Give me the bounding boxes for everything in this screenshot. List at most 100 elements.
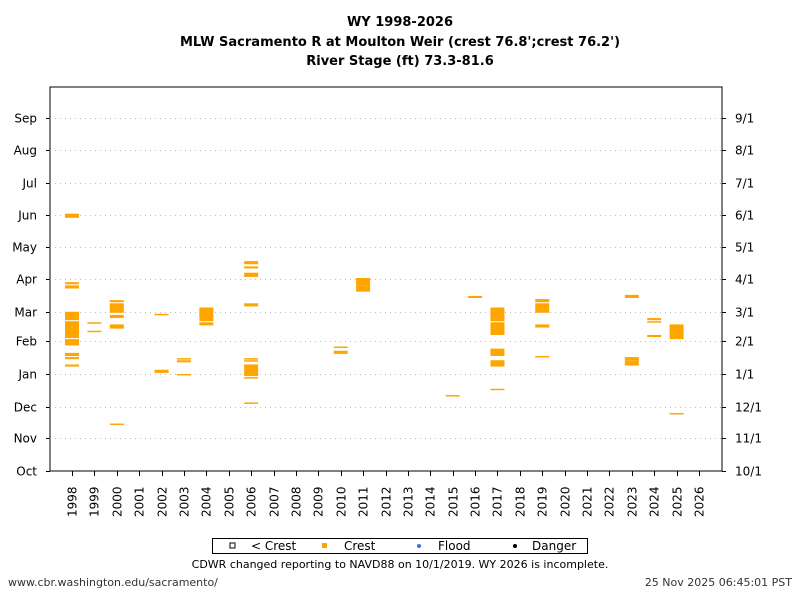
legend-label-danger: Danger: [532, 539, 577, 553]
crest-bar: [87, 322, 102, 324]
x-tick-label: 2001: [133, 486, 147, 517]
y-tick-label-right: 12/1: [735, 401, 762, 415]
y-tick-label-right: 8/1: [735, 144, 754, 158]
crest-bar: [65, 357, 79, 360]
x-tick-label: 2014: [424, 486, 438, 517]
y-tick-label-left: Dec: [14, 401, 37, 415]
y-tick-label-left: Mar: [14, 306, 37, 320]
legend-label-below-crest: < Crest: [251, 539, 297, 553]
y-tick-label-right: 2/1: [735, 335, 754, 349]
y-tick-label-left: Jul: [22, 177, 37, 191]
crest-bar: [244, 358, 259, 360]
y-tick-label-right: 7/1: [735, 177, 754, 191]
crest-bar: [468, 295, 483, 299]
crest-bar: [244, 364, 259, 377]
x-tick-label: 2010: [335, 486, 349, 517]
crest-bar: [669, 324, 684, 340]
x-tick-label: 2007: [268, 486, 282, 517]
x-tick-label: 2011: [357, 486, 371, 517]
source-link[interactable]: www.cbr.washington.edu/sacramento/: [8, 576, 218, 589]
x-tick-label: 2026: [693, 486, 707, 517]
crest-bar: [244, 402, 259, 404]
crest-bar: [647, 321, 662, 323]
x-tick-label: 2005: [223, 486, 237, 517]
crest-bar: [199, 322, 214, 326]
x-tick-label: 2016: [469, 486, 483, 517]
crest-bar: [535, 324, 550, 328]
x-tick-label: 2002: [156, 486, 170, 517]
chart-title-line3: River Stage (ft) 73.3-81.6: [306, 54, 494, 69]
y-tick-label-left: Feb: [16, 335, 37, 349]
crest-bar: [490, 360, 505, 367]
y-tick-label-left: May: [12, 241, 37, 255]
legend: < Crest Crest Flood Danger: [212, 538, 588, 554]
y-tick-label-right: 11/1: [735, 432, 762, 446]
crest-bar: [624, 360, 639, 366]
y-tick-label-right: 3/1: [735, 306, 754, 320]
crest-bar: [624, 294, 639, 299]
crest-bar: [65, 321, 79, 339]
crest-bar: [65, 311, 79, 321]
crest-bar: [333, 346, 348, 349]
x-tick-label: 1999: [88, 486, 102, 517]
x-tick-label: 2017: [491, 486, 505, 517]
crest-bar: [647, 318, 662, 321]
crest-bar: [176, 373, 191, 376]
y-tick-label-left: Apr: [16, 273, 37, 287]
crest-bar: [356, 277, 371, 286]
crest-bar: [356, 285, 371, 292]
x-tick-label: 2022: [603, 486, 617, 517]
y-tick-label-left: Aug: [14, 144, 37, 158]
x-tick-label: 2000: [111, 486, 125, 517]
crest-bar: [490, 322, 505, 335]
crest-bar: [109, 324, 124, 329]
timestamp: 25 Nov 2025 06:45:01 PST: [644, 576, 792, 589]
crest-bar: [535, 356, 550, 358]
y-tick-label-left: Jan: [18, 368, 38, 382]
x-tick-label: 2025: [671, 486, 685, 517]
x-tick-label: 2020: [559, 486, 573, 517]
chart-title-line2: MLW Sacramento R at Moulton Weir (crest …: [179, 35, 621, 50]
crest-bar: [244, 272, 259, 277]
x-tick-label: 2018: [514, 486, 528, 517]
crest-bar: [624, 357, 639, 361]
crest-bar: [669, 412, 684, 415]
crest-bar: [535, 303, 550, 313]
crest-bar: [647, 334, 662, 338]
y-tick-label-right: 4/1: [735, 273, 754, 287]
crest-bar: [199, 307, 214, 322]
y-tick-label-left: Jun: [17, 209, 37, 223]
crest-bar: [65, 213, 79, 218]
crest-bar: [109, 303, 124, 313]
crest-bar: [490, 348, 505, 357]
crest-bar: [65, 339, 79, 346]
x-tick-label: 2013: [402, 486, 416, 517]
crest-bar: [445, 395, 460, 397]
crest-bar: [65, 364, 79, 367]
y-tick-label-right: 9/1: [735, 112, 754, 126]
crest-bar: [109, 314, 124, 319]
crest-bar: [244, 303, 259, 307]
crest-bar: [109, 423, 124, 426]
y-tick-label-left: Sep: [14, 112, 37, 126]
crest-bar: [490, 388, 505, 391]
crest-bar: [535, 299, 550, 303]
y-tick-label-right: 5/1: [735, 241, 754, 255]
crest-bar: [244, 377, 259, 379]
x-tick-label: 2019: [536, 486, 550, 517]
crest-bar: [176, 358, 191, 360]
crest-bar: [244, 360, 259, 362]
crest-bar: [65, 352, 79, 357]
y-tick-label-left: Oct: [16, 465, 37, 479]
crest-bar: [65, 282, 79, 285]
crest-bar: [333, 350, 348, 354]
crest-bar: [65, 285, 79, 289]
chart-title-line1: WY 1998-2026: [346, 15, 454, 30]
crest-bar: [490, 307, 505, 322]
x-tick-label: 2008: [290, 486, 304, 517]
y-tick-label-right: 10/1: [735, 465, 762, 479]
crest-bar: [109, 300, 124, 303]
x-tick-label: 2015: [447, 486, 461, 517]
x-tick-label: 2024: [648, 486, 662, 517]
